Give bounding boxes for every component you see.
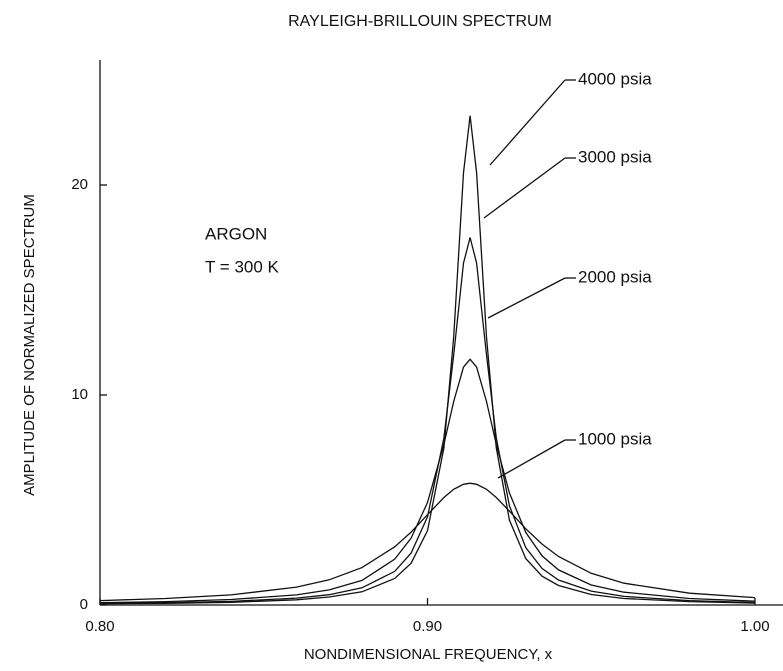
annotation: T = 300 K	[205, 257, 280, 276]
series-line	[99, 237, 756, 605]
leader-line	[489, 79, 566, 166]
leader-line	[497, 439, 566, 479]
leader-line	[483, 157, 566, 219]
leader-line	[487, 277, 566, 319]
x-tick-label: 0.80	[85, 618, 114, 635]
series-line	[99, 482, 756, 602]
series-label: 4000 psia	[578, 69, 652, 88]
series-label: 2000 psia	[578, 267, 652, 286]
chart-title: RAYLEIGH-BRILLOUIN SPECTRUM	[288, 13, 552, 30]
series-label: 1000 psia	[578, 429, 652, 448]
annotation: ARGON	[205, 224, 267, 243]
series-label: 3000 psia	[578, 147, 652, 166]
x-axis-label: NONDIMENSIONAL FREQUENCY, x	[304, 646, 553, 663]
x-tick-label: 0.90	[413, 618, 442, 635]
x-tick-label: 1.00	[740, 618, 769, 635]
series-line	[99, 115, 756, 605]
series-line	[99, 358, 756, 604]
y-tick-label: 0	[80, 596, 88, 613]
y-tick-label: 10	[71, 386, 88, 403]
y-tick-label: 20	[71, 176, 88, 193]
y-axis-label: AMPLITUDE OF NORMALIZED SPECTRUM	[21, 194, 38, 496]
